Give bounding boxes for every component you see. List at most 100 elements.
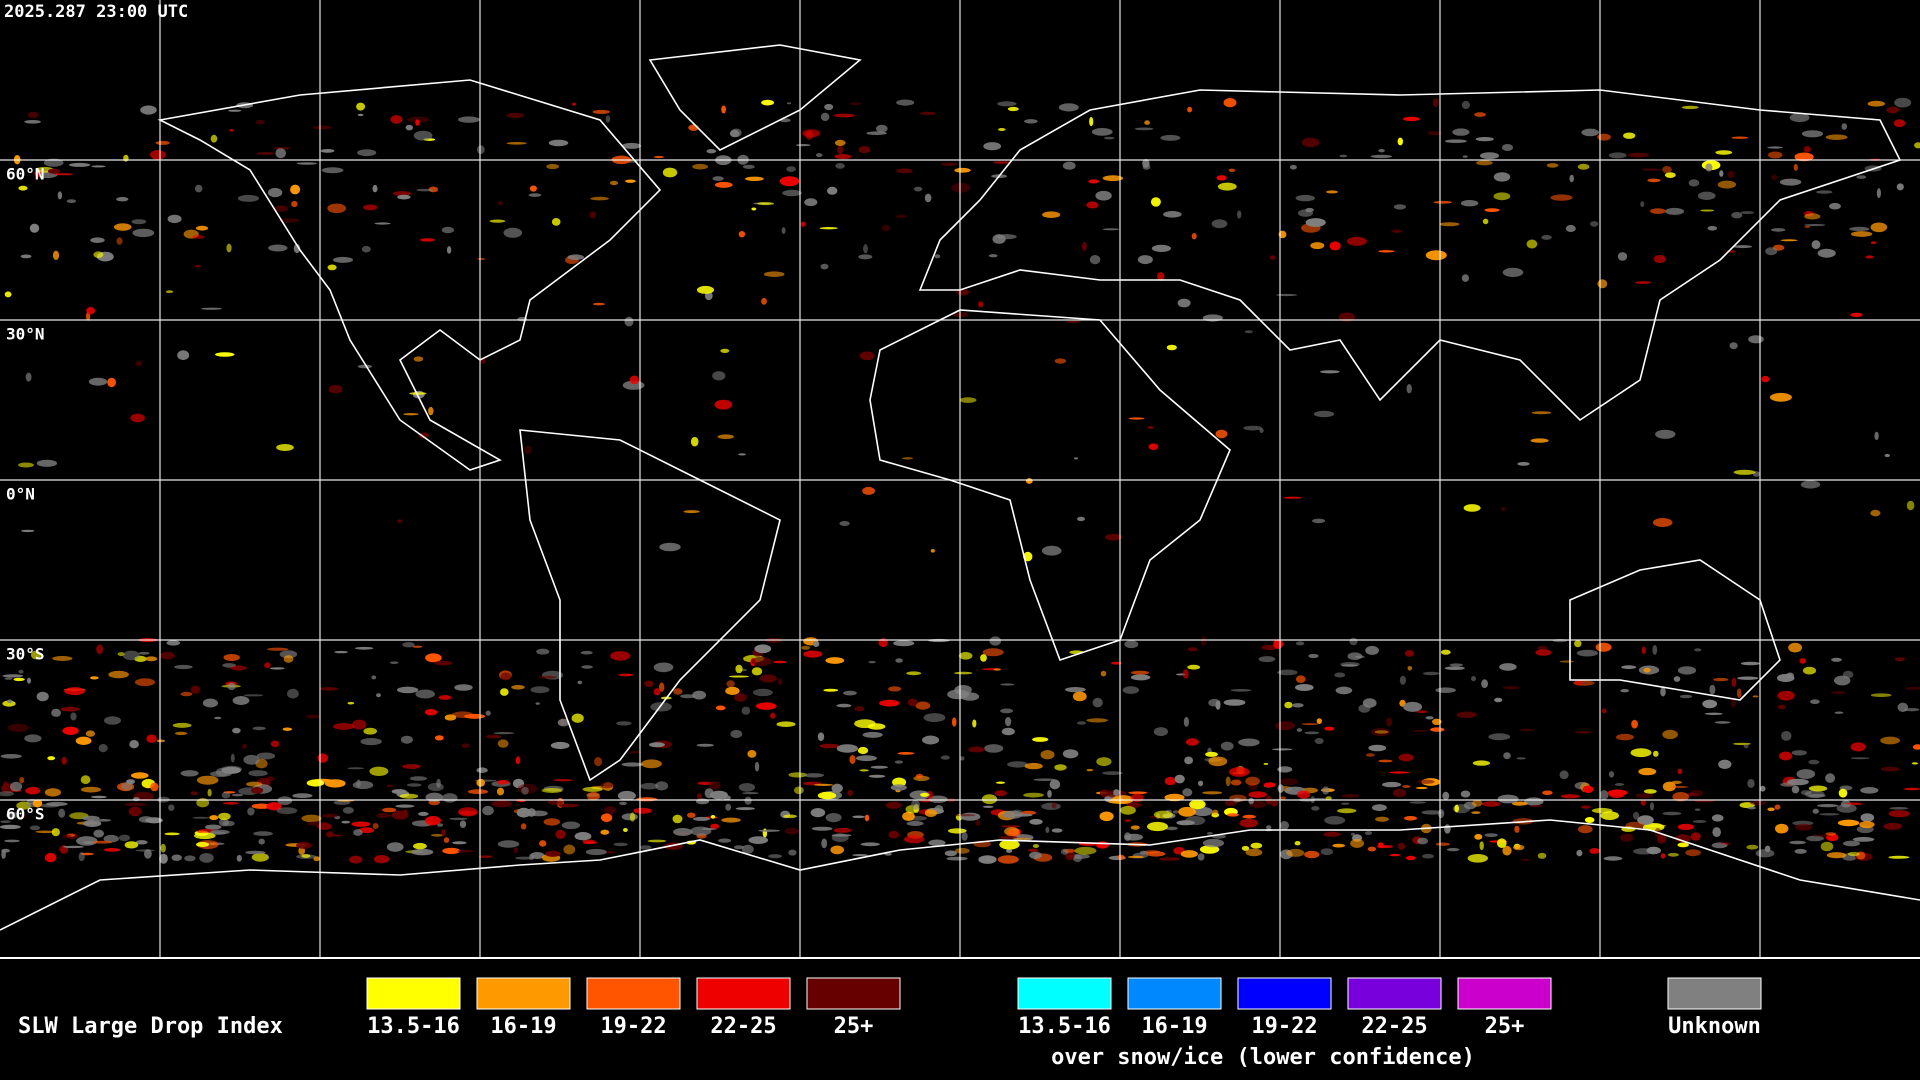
- cloud-pixel: [399, 793, 419, 799]
- cloud-pixel: [1755, 849, 1775, 858]
- cloud-pixel: [276, 807, 298, 815]
- cloud-pixel: [1320, 848, 1334, 856]
- cloud-pixel: [321, 167, 344, 174]
- cloud-pixel: [1576, 649, 1598, 657]
- cloud-pixel: [124, 802, 147, 807]
- cloud-pixel: [1796, 769, 1816, 779]
- cloud-pixel: [0, 824, 21, 830]
- cloud-pixel: [126, 779, 135, 785]
- cloud-pixel: [1475, 137, 1494, 142]
- cloud-pixel: [944, 850, 957, 857]
- cloud-pixel: [135, 840, 148, 845]
- cloud-pixel: [1517, 462, 1530, 466]
- cloud-pixel: [1634, 281, 1651, 284]
- cloud-pixel: [788, 849, 797, 856]
- cloud-pixel: [1286, 848, 1305, 857]
- cloud-pixel: [1350, 838, 1364, 849]
- cloud-pixel: [1777, 704, 1787, 710]
- cloud-pixel: [76, 836, 98, 846]
- cloud-pixel: [720, 348, 730, 353]
- cloud-pixel: [4, 291, 12, 298]
- cloud-pixel: [1811, 240, 1821, 250]
- cloud-pixel: [589, 211, 597, 219]
- cloud-pixel: [687, 812, 696, 818]
- cloud-pixel: [452, 841, 467, 845]
- cloud-pixel: [924, 809, 938, 817]
- cloud-pixel: [1045, 826, 1050, 834]
- cloud-pixel: [857, 746, 869, 755]
- cloud-pixel: [1677, 666, 1697, 675]
- cloud-pixel: [653, 662, 674, 673]
- cloud-pixel: [1185, 816, 1206, 826]
- cloud-pixel: [390, 115, 403, 124]
- cloud-pixel: [36, 459, 58, 467]
- cloud-pixel: [778, 678, 783, 686]
- cloud-pixel: [47, 756, 56, 761]
- cloud-pixel: [1452, 128, 1470, 136]
- cloud-pixel: [745, 176, 764, 181]
- cloud-pixel: [441, 829, 446, 837]
- cloud-pixel: [692, 163, 708, 170]
- cloud-pixel: [735, 664, 743, 674]
- cloud-pixel: [458, 807, 478, 817]
- cloud-pixel: [341, 820, 351, 824]
- cloud-pixel: [400, 735, 413, 744]
- cloud-pixel: [372, 184, 378, 193]
- cloud-pixel: [1679, 694, 1693, 699]
- cloud-pixel: [1025, 478, 1033, 484]
- cloud-pixel: [1870, 509, 1881, 517]
- cloud-pixel: [825, 813, 842, 823]
- cloud-pixel: [1421, 810, 1443, 815]
- cloud-pixel: [1014, 837, 1032, 840]
- cloud-pixel: [604, 806, 617, 815]
- cloud-pixel: [582, 839, 596, 844]
- cloud-pixel: [32, 799, 43, 808]
- cloud-pixel: [131, 772, 149, 779]
- cloud-pixel: [1074, 846, 1097, 855]
- cloud-pixel: [437, 823, 444, 827]
- cloud-pixel: [730, 729, 743, 739]
- cloud-pixel: [1241, 845, 1250, 851]
- cloud-pixel: [1800, 480, 1821, 489]
- cloud-pixel: [7, 699, 13, 704]
- cloud-pixel: [770, 712, 776, 719]
- cloud-pixel: [461, 743, 470, 748]
- cloud-pixel: [601, 813, 613, 822]
- cloud-pixel: [1081, 241, 1087, 251]
- cloud-pixel: [1211, 219, 1228, 229]
- cloud-pixel: [1415, 786, 1428, 790]
- cloud-pixel: [93, 829, 104, 838]
- cloud-pixel: [477, 257, 486, 261]
- cloud-pixel: [62, 726, 79, 735]
- cloud-pixel: [1712, 827, 1721, 838]
- cloud-pixel: [1894, 657, 1906, 662]
- timestamp: 2025.287 23:00 UTC: [4, 2, 188, 22]
- cloud-pixel: [1514, 825, 1520, 833]
- cloud-pixel: [587, 791, 600, 801]
- cloud-pixel: [1747, 806, 1757, 810]
- cloud-pixel: [1444, 824, 1451, 834]
- cloud-pixel: [1803, 146, 1812, 153]
- cloud-pixel: [334, 650, 348, 654]
- cloud-pixel: [83, 820, 102, 827]
- cloud-pixel: [1198, 780, 1204, 787]
- cloud-pixel: [920, 792, 930, 797]
- cloud-pixel: [1867, 100, 1886, 107]
- cloud-pixel: [621, 813, 638, 821]
- legend-label: 13.5-16: [1018, 1014, 1111, 1039]
- cloud-pixel: [550, 741, 570, 750]
- cloud-pixel: [980, 654, 987, 662]
- cloud-pixel: [1711, 814, 1724, 822]
- cloud-pixel: [868, 661, 876, 664]
- cloud-pixel: [894, 760, 904, 764]
- cloud-pixel: [92, 840, 113, 844]
- cloud-pixel: [647, 839, 667, 843]
- cloud-pixel: [90, 676, 99, 680]
- latitude-label: 0°N: [6, 485, 35, 504]
- cloud-pixel: [326, 831, 334, 838]
- cloud-pixel: [1248, 791, 1267, 798]
- cloud-pixel: [1582, 785, 1594, 793]
- cloud-pixel: [1850, 312, 1863, 317]
- cloud-pixel: [251, 852, 269, 862]
- cloud-pixel: [954, 671, 973, 675]
